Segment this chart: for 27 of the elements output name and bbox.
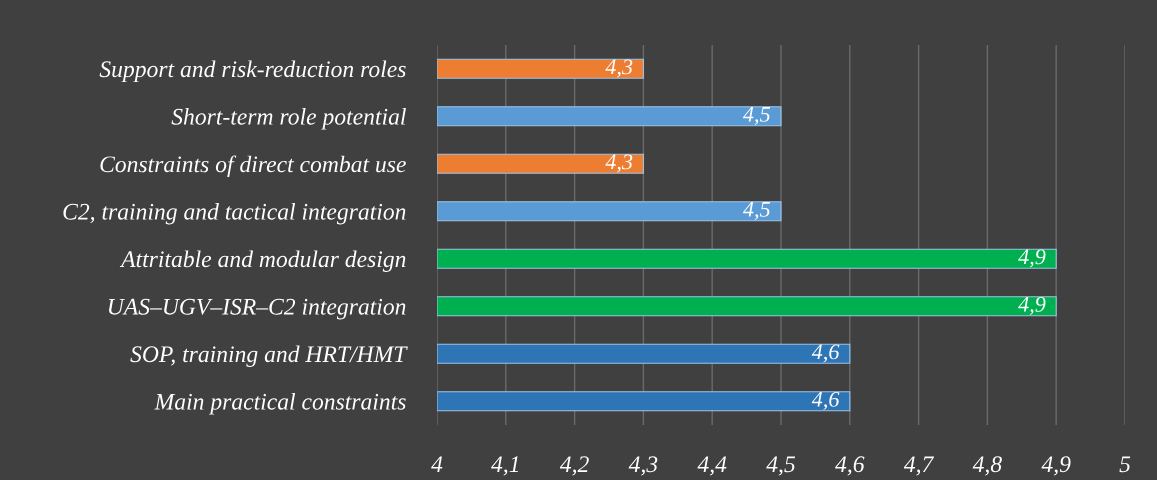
y-tick-label: Short-term role potential	[171, 108, 406, 130]
x-tick-label: 4,8	[972, 456, 1002, 476]
x-tick-label: 4,9	[1041, 456, 1071, 476]
x-tick-label: 4,4	[697, 456, 727, 476]
y-tick-label: SOP, training and HRT/HMT	[130, 345, 408, 367]
x-tick-label: 5	[1119, 456, 1131, 473]
y-tick-label: UAS–UGV–ISR–C2 integration	[108, 298, 406, 320]
data-label: 4,9	[1018, 296, 1046, 316]
y-tick-label: C2, training and tactical integration	[63, 203, 406, 225]
y-tick-label: Attritable and modular design	[119, 250, 406, 272]
x-tick-label: 4,5	[766, 456, 796, 476]
data-label: 4,6	[811, 344, 840, 363]
x-tick-label: 4	[431, 456, 443, 472]
data-label: 4,3	[605, 59, 633, 78]
y-tick-label: Support and risk-reduction roles	[99, 60, 406, 82]
data-label: 4,5	[742, 106, 771, 126]
x-tick-label: 4,3	[628, 456, 658, 476]
data-label: 4,9	[1018, 249, 1046, 268]
y-tick-label: Main practical constraints	[154, 393, 406, 415]
x-tick-label: 4,2	[559, 456, 589, 476]
y-tick-label: Constraints of direct combat use	[100, 155, 406, 178]
data-label: 4,3	[605, 154, 633, 173]
data-label: 4,5	[742, 201, 771, 221]
x-tick-label: 4,7	[903, 456, 935, 476]
x-tick-label: 4,1	[491, 456, 519, 476]
data-label: 4,6	[811, 391, 840, 411]
x-tick-label: 4,6	[835, 456, 865, 476]
